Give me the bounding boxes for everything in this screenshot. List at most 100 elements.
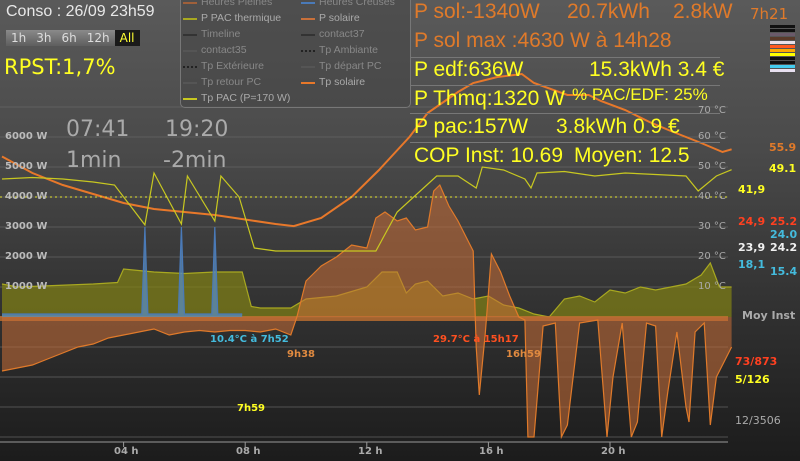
legend-label: contact35 [201, 44, 247, 56]
color-bar [770, 25, 795, 28]
zoom-6h-button[interactable]: 6h [56, 30, 82, 47]
p-edf-kwh: 15.3kWh 3.4 € [589, 58, 725, 81]
legend-item[interactable]: P solaire [301, 12, 360, 25]
legend-item[interactable]: contact35 [183, 44, 247, 57]
temp-ext-moy: 24,9 [738, 215, 766, 228]
zoom-all-button[interactable]: All [114, 30, 140, 47]
series-line-heures-creuses [2, 226, 243, 315]
series-line-tp-pac-p-170-w [1, 166, 732, 252]
legend-label: Tp Ambiante [319, 44, 378, 56]
legend-swatch [301, 49, 315, 52]
color-bar [770, 57, 795, 60]
legend-label: P solaire [319, 12, 360, 24]
p-sol: P sol:-1340W [414, 0, 540, 23]
x-tick-16: 16 h [479, 446, 504, 457]
t-tick-50: 50 °C [698, 161, 726, 172]
legend-swatch [183, 97, 197, 100]
color-bar [770, 61, 795, 64]
legend-item[interactable]: Timeline [183, 28, 240, 41]
color-bar [770, 37, 795, 40]
legend-swatch [301, 1, 315, 4]
legend-item[interactable]: Tp Extérieure [183, 60, 264, 73]
legend-item[interactable]: contact37 [301, 28, 365, 41]
legend-item[interactable]: Tp PAC (P=170 W) [183, 92, 290, 105]
color-bars [770, 25, 795, 73]
ext-max-annotation: 29.7°C à 15h17 [433, 334, 519, 345]
y-tick-6000: 6000 W [5, 131, 48, 142]
legend-item[interactable]: Heures Pleines [183, 0, 272, 9]
zoom-3h-button[interactable]: 3h [31, 30, 57, 47]
legend-swatch [183, 65, 197, 68]
x-tick-12: 12 h [358, 446, 383, 457]
y-tick-5000: 5000 W [5, 161, 48, 172]
t-tick-40: 40 °C [698, 191, 726, 202]
x-tick-08: 08 h [236, 446, 261, 457]
y-tick-1000: 1000 W [5, 281, 48, 292]
legend-item[interactable]: Tp départ PC [301, 60, 381, 73]
y-tick-3000: 3000 W [5, 221, 48, 232]
hp-counter: 73/873 [735, 355, 778, 368]
legend-item[interactable]: Tp Ambiante [301, 44, 378, 57]
legend-swatch [301, 65, 315, 68]
legend-item[interactable]: P PAC thermique [183, 12, 281, 25]
p-edf: P edf:636W [414, 58, 524, 81]
p-sol-kw: 2.8kW [673, 0, 733, 23]
color-bar [770, 29, 795, 32]
color-bar [770, 41, 795, 44]
zoom-12h-button[interactable]: 12h [81, 30, 115, 47]
solar-end-annotation: 16h59 [506, 349, 541, 360]
series-line-tp-solaire [1, 72, 732, 228]
conso-title: Conso : 26/09 23h59 [6, 3, 155, 20]
series-area-p-solaire [2, 185, 732, 437]
legend-label: Timeline [201, 28, 241, 40]
temp-cyan-inst: 15.4 [770, 265, 798, 278]
chart-legend: Heures Pleines Heures Creuses P PAC thermi… [180, 0, 411, 108]
temp-solaire-inst: 55.9 [769, 141, 797, 154]
temp-amb-moy: 23,9 [738, 241, 766, 254]
series-line-p-solaire [1, 183, 733, 440]
t-tick-10: 10 °C [698, 281, 726, 292]
legend-label: Heures Pleines [201, 0, 273, 8]
legend-label: Tp Extérieure [201, 60, 265, 72]
legend-swatch [301, 17, 315, 20]
p-pac-kwh: 3.8kWh 0.9 € [556, 115, 680, 138]
legend-label: Tp retour PC [201, 76, 262, 88]
hc-counter: 5/126 [735, 373, 770, 386]
color-bar [770, 65, 795, 68]
temp-cyan-moy: 18,1 [738, 258, 766, 271]
color-bar [770, 45, 795, 48]
temp-amb-inst: 24.2 [770, 241, 798, 254]
zoom-1h-button[interactable]: 1h [6, 30, 32, 47]
total-counter: 12/3506 [735, 414, 781, 427]
pac-time-annotation: 7h59 [237, 403, 265, 414]
legend-swatch [301, 81, 315, 84]
legend-label: P PAC thermique [201, 12, 282, 24]
cop-moyen: Moyen: 12.5 [574, 144, 690, 167]
legend-label: Tp solaire [319, 76, 366, 88]
y-tick-2000: 2000 W [5, 251, 48, 262]
ext-min-annotation: 10.4°C à 7h52 [210, 334, 289, 345]
t-tick-60: 60 °C [698, 131, 726, 142]
legend-item[interactable]: Tp retour PC [183, 76, 261, 89]
p-thmq: P Thmq:1320 W [414, 87, 565, 110]
cop-inst: COP Inst: 10.69 [414, 144, 564, 167]
t-tick-70: 70 °C [698, 105, 726, 116]
t-tick-20: 20 °C [698, 251, 726, 262]
sunset-time: 19:20 [165, 117, 229, 142]
p-sol-time: 7h21 [750, 5, 789, 23]
legend-swatch [301, 33, 315, 36]
color-bar [770, 69, 795, 72]
x-tick-20: 20 h [601, 446, 626, 457]
color-bar [770, 53, 795, 56]
legend-item[interactable]: Heures Creuses [301, 0, 395, 9]
sunrise-time: 07:41 [66, 117, 130, 142]
temp-ext-inst: 25.2 [770, 215, 798, 228]
temp-pac-moy: 41,9 [738, 183, 766, 196]
sunrise-delta: 1min [66, 148, 122, 173]
x-tick-04: 04 h [114, 446, 139, 457]
legend-swatch [183, 49, 197, 52]
legend-item[interactable]: Tp solaire [301, 76, 365, 89]
legend-swatch [183, 81, 197, 84]
zero-band [0, 316, 728, 321]
